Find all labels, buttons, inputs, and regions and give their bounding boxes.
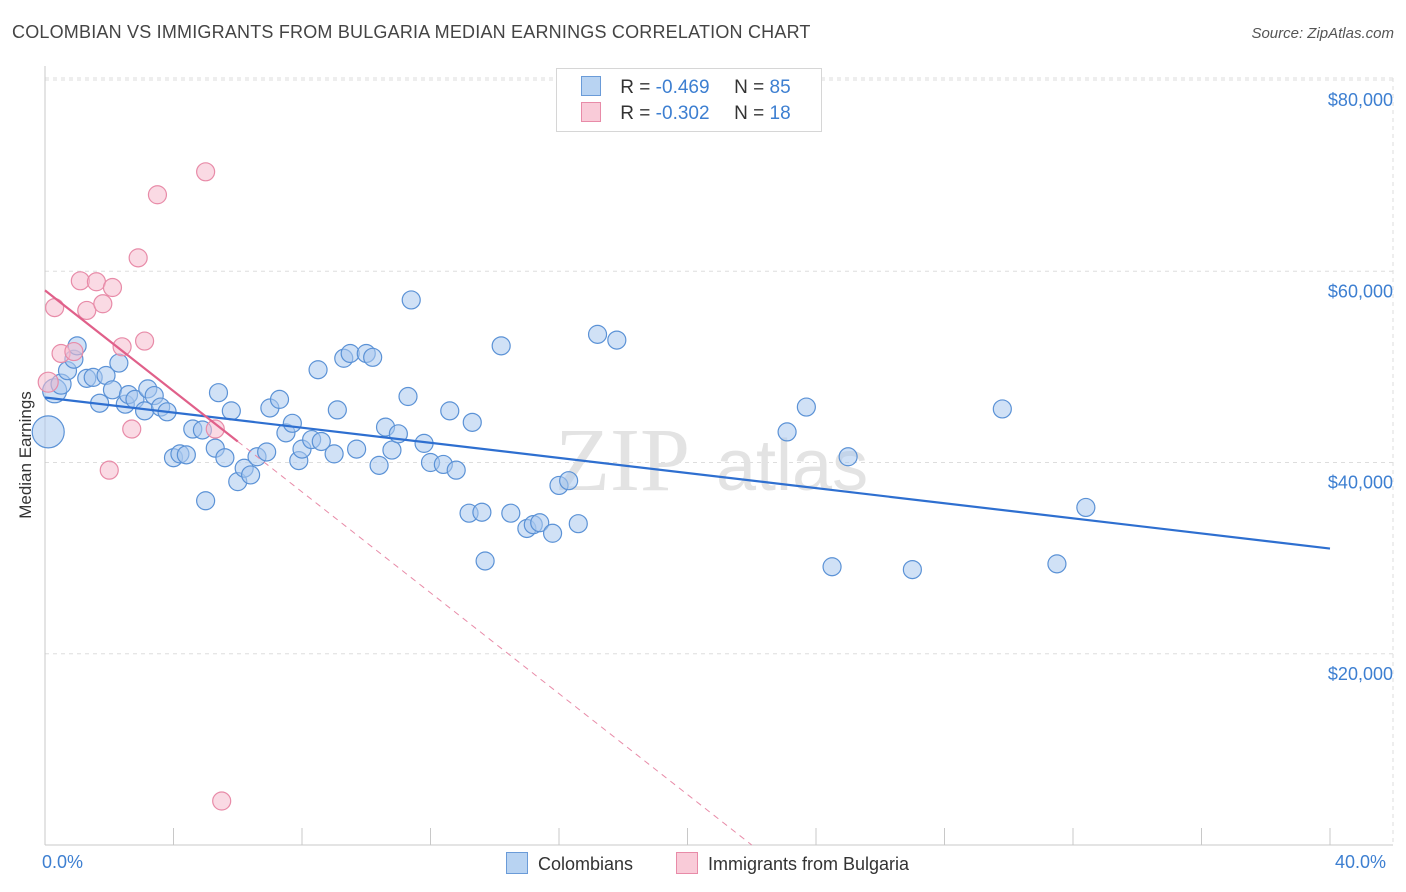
correlation-legend: R = -0.469 N = 85 R = -0.302 N = 18 <box>556 68 822 132</box>
colombian-point <box>241 465 261 485</box>
bulgaria-trend-extension <box>237 441 753 846</box>
legend-row-colombians: R = -0.469 N = 85 <box>581 76 791 100</box>
colombian-point <box>369 455 389 475</box>
bottom-legend-colombians: Colombians <box>506 852 633 875</box>
colombian-point <box>308 360 328 380</box>
colombian-point <box>475 551 495 571</box>
colombian-point <box>822 557 842 577</box>
chart-title: COLOMBIAN VS IMMIGRANTS FROM BULGARIA ME… <box>12 22 811 42</box>
colombian-point <box>777 422 797 442</box>
legend-n-label: N = <box>734 103 765 124</box>
colombian-point <box>327 400 347 420</box>
y-tick-label: $60,000 <box>1328 281 1393 301</box>
y-tick-label: $20,000 <box>1328 664 1393 684</box>
colombian-point <box>1047 554 1067 574</box>
trend-layer <box>44 289 1331 846</box>
colombian-point <box>440 401 460 421</box>
axis-layer <box>44 66 1393 846</box>
legend-n-value: 18 <box>769 103 791 124</box>
bulgaria-point <box>102 277 123 298</box>
bulgaria-point <box>86 272 107 292</box>
colombian-point <box>102 380 123 400</box>
bulgaria-point <box>70 271 90 291</box>
bulgaria-point <box>205 419 225 439</box>
legend-r-value: -0.302 <box>655 103 710 124</box>
bottom-legend-bulgaria: Immigrants from Bulgaria <box>676 852 909 875</box>
colombian-point <box>401 290 421 310</box>
bulgaria-point <box>128 248 148 268</box>
legend-row-bulgaria: R = -0.302 N = 18 <box>581 102 791 126</box>
bulgaria-point <box>37 371 59 393</box>
bulgaria-point <box>212 791 232 811</box>
colombian-point <box>462 412 482 432</box>
colombian-point <box>559 471 579 491</box>
colombian-point <box>542 523 563 543</box>
colombian-point <box>109 353 129 373</box>
colombian-point <box>221 401 241 421</box>
bottom-legend-swatch-colombians <box>506 852 528 874</box>
colombian-point <box>215 448 235 468</box>
colombian-point <box>398 386 418 407</box>
bottom-legend-label-colombians: Colombians <box>538 854 634 874</box>
colombian-point <box>324 444 344 464</box>
colombian-point <box>340 343 360 364</box>
bulgaria-point <box>77 300 97 321</box>
x-tick-min: 0.0% <box>42 852 84 872</box>
bulgaria-point <box>196 162 216 182</box>
colombian-point <box>838 447 858 467</box>
chart-source: Source: ZipAtlas.com <box>1251 25 1394 42</box>
bottom-legend-swatch-bulgaria <box>676 852 698 874</box>
legend-r-value: -0.469 <box>655 77 710 98</box>
legend-swatch-colombians <box>581 76 601 96</box>
colombian-point <box>1076 497 1096 518</box>
colombian-point <box>269 389 290 409</box>
y-axis-label: Median Earnings <box>16 391 35 519</box>
colombians-trend-line <box>44 396 1331 550</box>
bulgaria-trend-line <box>44 289 239 443</box>
colombian-point <box>196 491 216 511</box>
bulgaria-point <box>99 460 119 480</box>
colombian-point <box>568 514 588 534</box>
bulgaria-point <box>147 185 168 205</box>
bulgaria-point <box>122 419 142 439</box>
points-layer <box>31 162 1096 811</box>
colombian-point <box>208 383 229 403</box>
colombian-point <box>587 324 608 344</box>
colombian-point <box>796 397 816 417</box>
colombian-point <box>501 503 521 523</box>
colombian-point <box>530 513 550 533</box>
colombian-point <box>491 336 511 356</box>
y-tick-labels: $80,000 $60,000 $40,000 $20,000 <box>1328 90 1393 684</box>
bulgaria-point <box>112 337 132 357</box>
colombian-point <box>31 415 65 449</box>
colombian-point <box>902 559 922 580</box>
colombian-point <box>446 460 466 480</box>
colombian-point <box>257 442 277 462</box>
bulgaria-point <box>64 341 84 362</box>
legend-n-label: N = <box>734 77 765 98</box>
colombian-point <box>347 439 367 459</box>
colombian-point <box>382 440 402 460</box>
colombian-point <box>176 445 196 465</box>
bulgaria-point <box>45 297 65 318</box>
legend-n-value: 85 <box>769 77 791 98</box>
watermark: ZIP atlas <box>555 411 868 510</box>
colombian-point <box>311 431 331 452</box>
bulgaria-point <box>93 294 113 314</box>
bulgaria-point <box>134 331 155 351</box>
y-tick-label: $80,000 <box>1328 90 1393 110</box>
legend-r-label: R = <box>620 103 651 124</box>
legend-swatch-bulgaria <box>581 102 601 122</box>
colombian-point <box>607 330 627 350</box>
x-tick-max: 40.0% <box>1335 852 1387 872</box>
y-tick-label: $40,000 <box>1328 473 1393 493</box>
legend-r-label: R = <box>620 77 651 98</box>
colombian-point <box>472 502 492 522</box>
colombian-point <box>992 399 1012 419</box>
colombian-point <box>282 413 302 433</box>
bottom-legend-label-bulgaria: Immigrants from Bulgaria <box>708 854 910 874</box>
colombian-point <box>363 347 383 367</box>
